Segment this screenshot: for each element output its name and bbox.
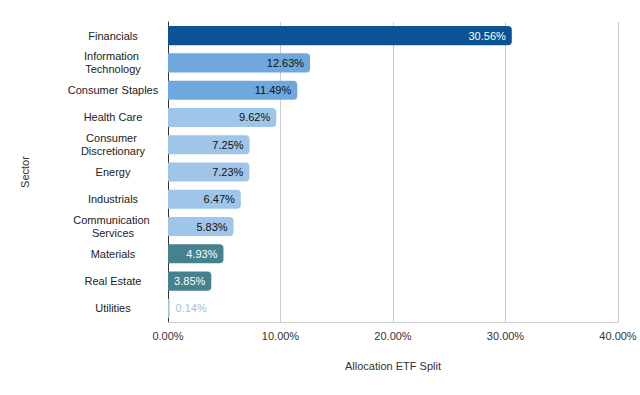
svg-text:12.63%: 12.63%: [267, 57, 305, 69]
svg-text:Information: Information: [84, 50, 142, 62]
svg-text:40.00%: 40.00%: [599, 330, 637, 342]
svg-text:Industrials: Industrials: [88, 193, 139, 205]
svg-text:Consumer Staples: Consumer Staples: [68, 84, 159, 96]
svg-text:Health Care: Health Care: [84, 111, 143, 123]
svg-text:Consumer: Consumer: [86, 132, 140, 144]
svg-text:Technology: Technology: [85, 63, 141, 75]
svg-text:Allocation ETF Split: Allocation ETF Split: [345, 360, 441, 372]
svg-text:Sector: Sector: [19, 156, 31, 188]
svg-text:7.25%: 7.25%: [212, 139, 243, 151]
svg-text:6.47%: 6.47%: [204, 193, 235, 205]
svg-text:Communication: Communication: [73, 214, 152, 226]
svg-text:Utilities: Utilities: [95, 302, 131, 314]
svg-text:20.00%: 20.00%: [374, 330, 412, 342]
svg-text:Materials: Materials: [91, 248, 136, 260]
svg-text:9.62%: 9.62%: [239, 111, 270, 123]
svg-text:Energy: Energy: [96, 166, 131, 178]
svg-text:0.00%: 0.00%: [152, 330, 183, 342]
svg-text:30.56%: 30.56%: [468, 30, 506, 42]
svg-text:Financials: Financials: [88, 30, 138, 42]
svg-text:10.00%: 10.00%: [262, 330, 300, 342]
svg-text:Real Estate: Real Estate: [85, 275, 142, 287]
svg-text:4.93%: 4.93%: [186, 248, 217, 260]
svg-text:7.23%: 7.23%: [212, 166, 243, 178]
svg-text:0.14%: 0.14%: [176, 302, 207, 314]
svg-text:11.49%: 11.49%: [255, 84, 292, 96]
svg-text:3.85%: 3.85%: [174, 275, 205, 287]
svg-text:Discretionary: Discretionary: [81, 145, 146, 157]
svg-text:5.83%: 5.83%: [196, 221, 227, 233]
svg-text:30.00%: 30.00%: [487, 330, 525, 342]
svg-text:Services: Services: [92, 227, 135, 239]
